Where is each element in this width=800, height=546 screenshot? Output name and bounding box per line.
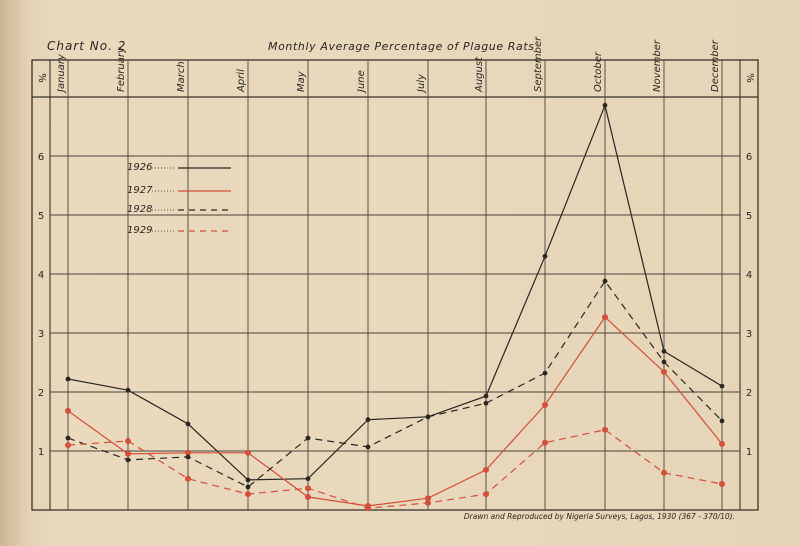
month-label-august: August xyxy=(474,56,485,93)
y-tick-left: 2 xyxy=(38,388,44,399)
series-1926 xyxy=(65,102,725,483)
month-label-april: April xyxy=(236,69,247,93)
data-point xyxy=(365,444,371,450)
data-point xyxy=(542,370,548,376)
data-point xyxy=(305,485,311,492)
series-line xyxy=(67,280,723,488)
data-point xyxy=(719,440,725,447)
month-label-may: May xyxy=(296,70,307,92)
data-point xyxy=(719,481,725,487)
data-point xyxy=(65,442,71,449)
month-label-september: September xyxy=(533,36,544,92)
y-axis-ticks: 1 1 2 2 3 3 4 4 5 5 6 6 xyxy=(38,152,752,458)
data-point xyxy=(483,466,489,473)
month-label-october: October xyxy=(593,51,604,92)
data-point xyxy=(65,435,71,441)
y-tick-left: 6 xyxy=(38,152,44,163)
y-tick-right: 1 xyxy=(746,447,752,458)
legend-label-1927: 1927 xyxy=(127,185,153,196)
data-point xyxy=(425,414,431,420)
y-tick-right: 4 xyxy=(746,270,752,281)
y-tick-right: 6 xyxy=(746,152,752,163)
y-tick-left: 5 xyxy=(38,211,44,222)
data-point xyxy=(365,417,371,423)
data-point xyxy=(305,435,311,441)
chart-number: Chart No. 2 xyxy=(47,39,126,53)
data-point xyxy=(185,454,191,460)
legend: 1926 1927 1928 1929 xyxy=(127,162,231,236)
data-point xyxy=(245,484,251,490)
y-tick-left: 3 xyxy=(38,329,44,340)
data-point xyxy=(125,450,131,457)
data-point xyxy=(125,457,131,463)
month-labels: January February March April May June July Augu… xyxy=(56,36,721,94)
y-tick-right: 2 xyxy=(746,388,752,399)
data-point xyxy=(602,102,608,108)
data-point xyxy=(719,418,725,424)
data-point xyxy=(305,476,311,482)
data-point xyxy=(483,393,489,399)
data-point xyxy=(425,495,431,502)
series-line xyxy=(67,429,723,509)
y-tick-left: 4 xyxy=(38,270,44,281)
data-point xyxy=(542,253,548,259)
data-point xyxy=(661,348,667,354)
month-label-february: February xyxy=(116,46,127,92)
data-point xyxy=(719,383,725,389)
series-1929 xyxy=(65,426,725,512)
left-unit-label: % xyxy=(36,73,47,83)
data-point xyxy=(245,449,251,456)
series-1927 xyxy=(65,314,725,509)
data-point xyxy=(542,402,548,408)
legend-label-1926: 1926 xyxy=(127,162,152,173)
series-line xyxy=(67,316,723,507)
data-point xyxy=(185,449,191,456)
data-point xyxy=(425,499,431,506)
legend-label-1928: 1928 xyxy=(127,204,152,215)
data-point xyxy=(305,494,311,500)
month-label-november: November xyxy=(652,39,663,92)
month-label-july: July xyxy=(416,73,427,94)
legend-label-1929: 1929 xyxy=(127,225,152,236)
data-point xyxy=(185,421,191,427)
y-tick-left: 1 xyxy=(38,447,44,458)
month-label-december: December xyxy=(710,39,721,92)
data-point xyxy=(65,407,71,414)
data-point xyxy=(65,376,71,382)
data-point xyxy=(125,387,131,393)
data-point xyxy=(245,491,251,498)
data-point xyxy=(125,438,131,444)
data-point xyxy=(483,491,489,498)
data-point xyxy=(661,368,667,375)
data-point xyxy=(661,469,667,476)
chart-title: Monthly Average Percentage of Plague Rat… xyxy=(268,40,535,53)
data-point xyxy=(602,278,608,284)
data-series xyxy=(65,102,725,512)
data-point xyxy=(661,359,667,365)
series-1928 xyxy=(65,278,725,490)
data-point xyxy=(483,400,489,406)
data-point xyxy=(185,475,191,482)
data-point xyxy=(542,439,548,446)
data-point xyxy=(602,426,608,433)
month-label-march: March xyxy=(176,61,187,92)
data-point xyxy=(365,505,371,512)
gridlines xyxy=(50,60,740,510)
chart-frame xyxy=(31,59,759,511)
data-point xyxy=(245,477,251,483)
month-label-june: June xyxy=(356,70,367,94)
y-tick-right: 5 xyxy=(746,211,752,222)
right-unit-label: % xyxy=(744,73,755,83)
y-tick-right: 3 xyxy=(746,329,752,340)
data-point xyxy=(602,314,608,321)
series-line xyxy=(67,103,723,481)
credit-text: Drawn and Reproduced by Nigeria Surveys,… xyxy=(464,512,735,521)
month-label-january: January xyxy=(56,53,67,94)
